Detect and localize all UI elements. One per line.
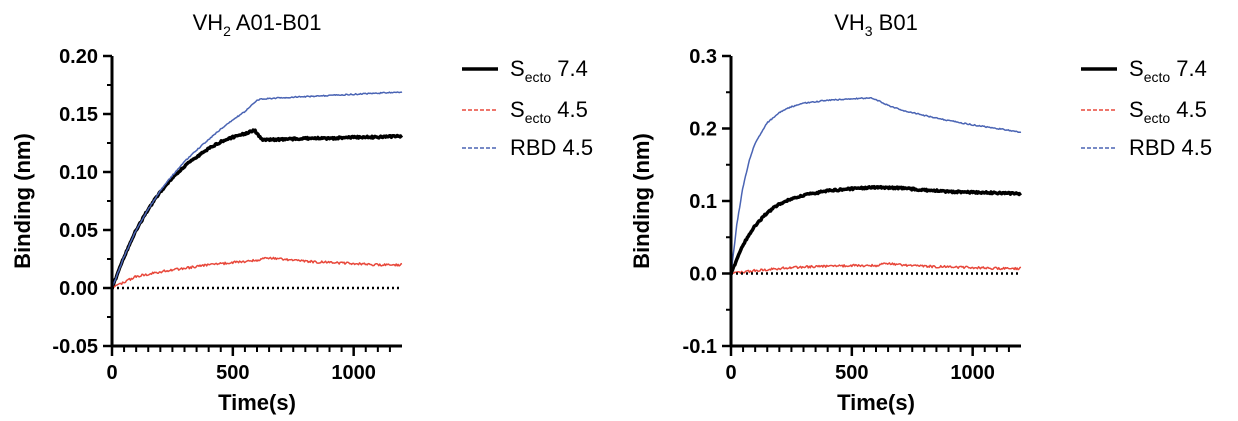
y-axis-label: Binding (nm) [10, 133, 35, 269]
chart-vh2-a01-b01: VH2 A01-B01 -0.05 0.00 0.05 0.10 0.15 0.20 0 500… [10, 10, 593, 415]
chart-panel-right: VH3 B01 -0.1 0.0 0.1 0.2 0.3 0 500 1000 Time(s) Bi… [619, 0, 1238, 421]
x-tick-label: 0 [106, 362, 117, 384]
series-line-rbd45 [730, 96, 1022, 274]
y-tick-label: -0.05 [52, 336, 98, 358]
y-tick-label: 0.3 [689, 46, 717, 68]
y-tick-label: 0.10 [59, 162, 98, 184]
legend-label-s74: Secto 7.4 [1129, 56, 1207, 85]
legend-label-s45: Secto 4.5 [1129, 97, 1207, 126]
x-tick-label: 500 [216, 362, 249, 384]
y-tick-label: 0.2 [689, 119, 717, 141]
chart-title: VH3 B01 [834, 10, 918, 39]
legend-label-s74: Secto 7.4 [510, 56, 588, 85]
x-tick-label: 0 [725, 362, 736, 384]
series-line-rbd45 [111, 91, 403, 289]
x-tick-label: 1000 [331, 362, 376, 384]
x-tick-label: 1000 [950, 362, 995, 384]
legend-label-s45: Secto 4.5 [510, 97, 588, 126]
y-tick-label: -0.1 [683, 336, 717, 358]
y-tick-label: 0.0 [689, 264, 717, 286]
x-tick-label: 500 [835, 362, 868, 384]
y-tick-label: 0.15 [59, 104, 98, 126]
series-line-s45 [111, 256, 403, 289]
chart-title: VH2 A01-B01 [193, 10, 322, 39]
y-tick-label: 0.20 [59, 46, 98, 68]
y-tick-label: 0.00 [59, 278, 98, 300]
chart-vh3-b01: VH3 B01 -0.1 0.0 0.1 0.2 0.3 0 500 1000 Time(s) Bi… [629, 10, 1212, 415]
x-axis-label: Time(s) [218, 390, 296, 415]
y-tick-label: 0.1 [689, 191, 717, 213]
y-axis-label: Binding (nm) [629, 133, 654, 269]
x-axis-label: Time(s) [837, 390, 915, 415]
y-tick-label: 0.05 [59, 220, 98, 242]
legend-label-rbd45: RBD 4.5 [510, 135, 593, 160]
chart-panel-left: VH2 A01-B01 -0.05 0.00 0.05 0.10 0.15 0.20 0 500… [10, 10, 593, 415]
legend-label-rbd45: RBD 4.5 [1129, 135, 1212, 160]
series-line-s45 [730, 262, 1022, 275]
series-line-s74 [729, 184, 1023, 275]
